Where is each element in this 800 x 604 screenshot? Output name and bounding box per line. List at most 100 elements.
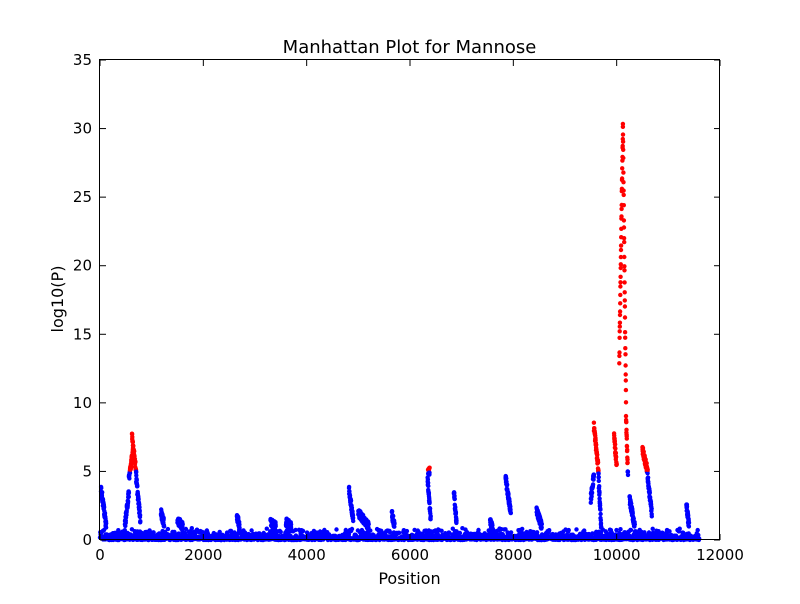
data-point <box>617 329 622 334</box>
data-point <box>622 290 627 295</box>
data-point <box>508 510 513 516</box>
data-point <box>180 522 185 527</box>
data-point <box>686 513 691 518</box>
data-point <box>349 526 355 532</box>
data-point <box>617 335 622 340</box>
data-point <box>619 206 624 212</box>
data-point <box>598 507 603 512</box>
data-point <box>457 530 463 536</box>
data-point <box>622 264 627 269</box>
data-point <box>392 521 397 526</box>
data-point <box>618 280 623 285</box>
x-tick-label: 12000 <box>696 546 744 564</box>
data-point <box>396 530 402 535</box>
data-point <box>574 527 579 532</box>
data-point <box>426 490 432 496</box>
data-point <box>623 346 628 351</box>
plot-frame <box>99 59 720 540</box>
y-tick-label: 30 <box>73 120 92 138</box>
data-point <box>598 511 603 517</box>
data-point <box>506 491 511 497</box>
data-point <box>618 243 624 248</box>
data-point <box>617 350 622 355</box>
x-tick-label: 10000 <box>593 546 641 564</box>
data-point <box>102 510 108 516</box>
data-point <box>612 442 618 447</box>
data-point <box>237 525 242 530</box>
data-point <box>453 505 458 510</box>
data-point <box>622 304 628 309</box>
data-point <box>619 214 624 219</box>
data-point <box>625 447 630 452</box>
data-point <box>132 449 137 454</box>
data-point <box>621 147 626 152</box>
data-point <box>686 524 692 529</box>
data-point <box>618 284 623 289</box>
data-point <box>618 527 623 532</box>
data-point <box>620 132 626 137</box>
data-point <box>686 520 692 525</box>
data-point <box>647 490 652 495</box>
data-point <box>622 239 627 245</box>
y-tick-label: 5 <box>82 462 92 480</box>
data-point <box>623 413 629 419</box>
data-point <box>389 509 395 514</box>
data-point <box>131 443 136 449</box>
data-point <box>349 505 355 510</box>
data-point <box>624 427 629 432</box>
data-point <box>205 531 211 536</box>
data-point <box>425 480 431 485</box>
data-point <box>503 527 508 532</box>
data-point <box>189 526 194 531</box>
data-point <box>273 523 278 529</box>
data-point <box>101 504 107 510</box>
data-point <box>194 527 200 532</box>
data-point <box>598 521 604 526</box>
data-point <box>622 254 627 260</box>
data-point <box>453 510 459 515</box>
data-point <box>122 528 128 533</box>
data-point <box>623 352 628 357</box>
data-point <box>180 526 185 532</box>
y-tick-label: 10 <box>73 394 92 412</box>
data-point <box>621 155 626 161</box>
data-point <box>617 353 622 359</box>
data-point <box>684 504 690 509</box>
x-axis-label: Position <box>378 569 440 588</box>
data-point <box>622 280 627 285</box>
data-point <box>104 521 109 526</box>
data-point <box>641 449 646 454</box>
data-point <box>623 335 628 340</box>
data-point <box>483 532 488 537</box>
data-point <box>99 485 104 491</box>
data-point <box>596 478 601 484</box>
data-point <box>520 526 525 532</box>
data-point <box>618 301 623 306</box>
data-point <box>621 188 626 193</box>
data-point <box>643 457 648 462</box>
data-point <box>695 527 700 533</box>
y-tick-label: 15 <box>73 325 92 343</box>
data-point <box>621 203 626 208</box>
data-point <box>618 274 623 279</box>
data-point <box>599 524 604 529</box>
data-point <box>622 330 628 335</box>
data-point <box>589 494 594 499</box>
data-point <box>334 527 339 532</box>
y-tick-label: 0 <box>82 531 92 549</box>
data-point <box>625 472 631 478</box>
data-point <box>597 490 602 495</box>
data-point <box>476 527 481 533</box>
x-tick-label: 0 <box>95 546 105 564</box>
data-point <box>618 254 624 260</box>
data-point <box>623 400 629 405</box>
data-point <box>621 236 627 241</box>
data-point <box>547 528 552 533</box>
data-point <box>595 460 601 465</box>
data-point <box>391 513 396 519</box>
data-point <box>137 508 142 513</box>
data-point <box>387 530 393 535</box>
y-axis-label: log10(P) <box>48 266 67 333</box>
data-point <box>649 514 654 519</box>
data-point <box>622 298 627 303</box>
